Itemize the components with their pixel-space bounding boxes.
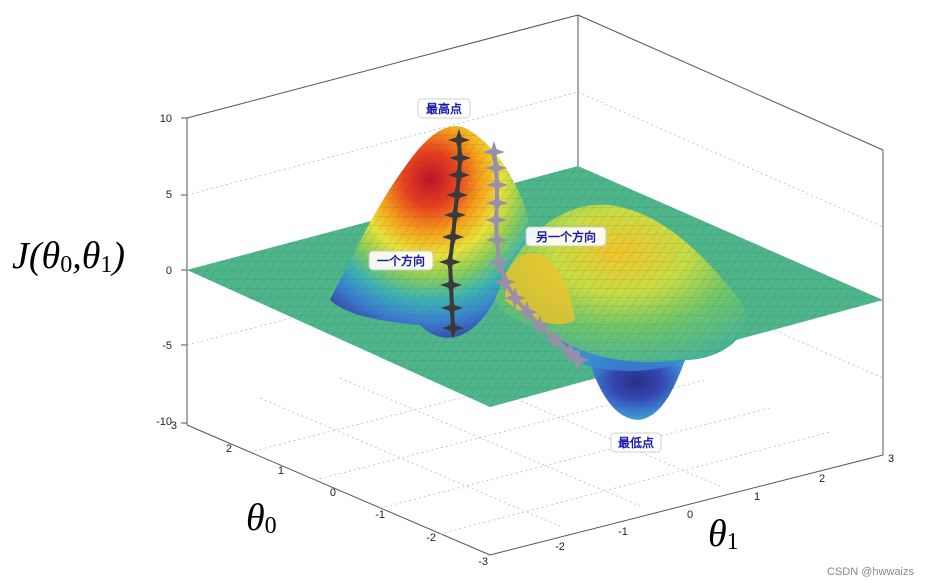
x-tick: -3 — [478, 556, 488, 568]
path-a-step-marker — [440, 274, 462, 296]
y-tick: 2 — [819, 473, 825, 485]
path-a-step-marker — [441, 297, 463, 319]
path-b-step-marker — [485, 157, 507, 179]
path-b-step-marker — [494, 271, 516, 293]
watermark: CSDN @hwwaizs — [827, 566, 914, 578]
path-b-step-marker — [544, 329, 566, 351]
x-ticks: 3 2 1 0 -1 -2 -3 — [171, 420, 488, 568]
path-a-step-marker — [444, 204, 466, 226]
path-b-step-marker — [529, 315, 551, 337]
peak-label: 最高点 — [426, 101, 462, 116]
z-tick: -5 — [162, 340, 172, 352]
path-a-step-marker — [446, 184, 468, 206]
path-b-step-marker — [559, 341, 581, 363]
path-b-step-marker — [486, 174, 508, 196]
x-tick: -2 — [426, 532, 436, 544]
path-a-step-marker — [439, 251, 461, 273]
path-b-step-marker — [486, 192, 508, 214]
x-tick: 3 — [171, 420, 177, 432]
y-tick: 0 — [687, 509, 693, 521]
z-tick: 5 — [166, 189, 172, 201]
path-b-label: 另一个方向 — [536, 229, 596, 244]
path-a-label: 一个方向 — [377, 253, 425, 268]
z-tick-marks — [181, 117, 187, 424]
peak-surface — [330, 126, 531, 338]
x-tick: -1 — [375, 509, 385, 521]
y-ticks: -2 -1 0 1 2 3 — [555, 453, 894, 553]
path-b-step-marker — [486, 229, 508, 251]
z-tick: 0 — [166, 265, 172, 277]
descent-path-a — [439, 129, 471, 339]
path-b-step-marker — [567, 349, 589, 371]
trough-label: 最低点 — [618, 435, 654, 450]
path-b-step-marker — [504, 287, 526, 309]
path-b-step-marker — [488, 251, 510, 273]
z-tick: 10 — [160, 113, 172, 125]
y-tick: 3 — [888, 453, 894, 465]
path-a-step-marker — [442, 317, 464, 339]
path-a-step-marker — [448, 129, 470, 151]
path-b-step-marker — [516, 301, 538, 323]
path-b-step-marker — [485, 209, 507, 231]
path-a-step-marker — [448, 164, 470, 186]
path-b-step-marker — [483, 141, 505, 163]
descent-path-b — [483, 141, 589, 371]
path-a-step-marker — [449, 147, 471, 169]
x-tick: 1 — [278, 465, 284, 477]
x-tick: 2 — [226, 443, 232, 455]
y-tick: -2 — [555, 541, 565, 553]
x-axis-label: θ0 — [246, 497, 277, 539]
y-tick: 1 — [754, 491, 760, 503]
path-a-step-marker — [442, 226, 464, 248]
z-axis-label: J(θ0,θ1) — [12, 235, 125, 278]
z-ticks: 10 5 0 -5 -10 — [156, 113, 172, 428]
x-tick: 0 — [330, 487, 336, 499]
z-tick: -10 — [156, 416, 172, 428]
y-tick: -1 — [618, 526, 628, 538]
callouts: 最高点 一个方向 另一个方向 最低点 — [368, 98, 662, 453]
y-axis-label: θ1 — [708, 513, 739, 555]
axis-box — [186, 14, 884, 556]
